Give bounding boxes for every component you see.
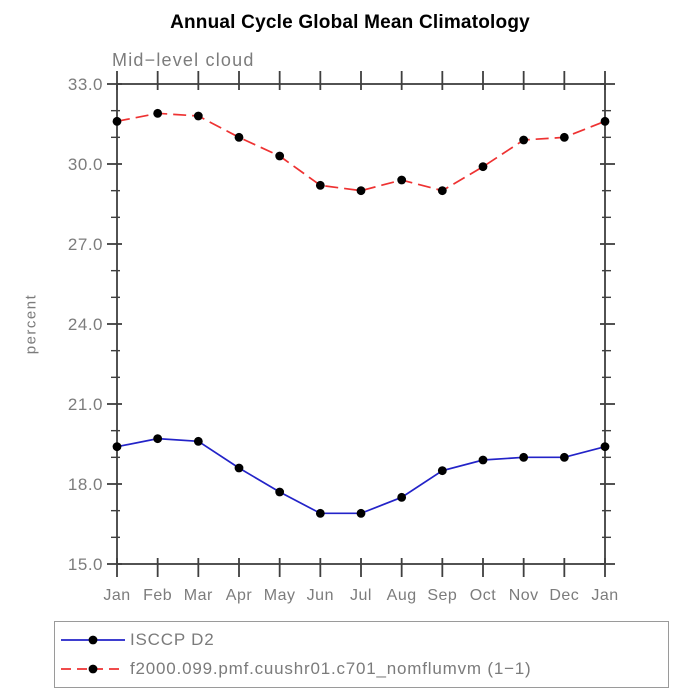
y-tick-label: 21.0 [68, 395, 103, 414]
chart-title: Annual Cycle Global Mean Climatology [170, 12, 530, 33]
data-point-marker [437, 466, 447, 476]
x-tick-label: Apr [226, 587, 253, 604]
plot-frame [116, 83, 606, 565]
series-line-0 [116, 437, 606, 515]
x-tick-label: Aug [387, 587, 417, 604]
legend-swatch-dashed-line-icon [61, 664, 125, 674]
x-tick-label: Sep [427, 587, 457, 604]
x-tick-label: Mar [184, 587, 213, 604]
data-point-marker [559, 452, 569, 462]
series-line-1 [116, 112, 606, 192]
legend-item-model: f2000.099.pmf.cuushr01.c701_nomflumvm (1… [58, 658, 668, 680]
data-point-marker [519, 452, 529, 462]
legend-swatch-solid-line-icon [61, 635, 125, 645]
legend-label-isccp: ISCCP D2 [130, 630, 215, 649]
data-point-marker [600, 442, 610, 452]
data-point-marker [234, 132, 244, 142]
x-tick-label: Nov [509, 587, 539, 604]
data-point-marker [397, 175, 407, 185]
data-point-marker [193, 436, 203, 446]
data-point-marker [356, 508, 366, 518]
x-tick-label: Jul [350, 587, 372, 604]
y-tick-label: 15.0 [68, 555, 103, 574]
legend-box: ISCCP D2 f2000.099.pmf.cuushr01.c701_nom… [54, 621, 669, 688]
data-point-marker [478, 162, 488, 172]
x-tick-label: Feb [143, 587, 172, 604]
data-point-marker [112, 442, 122, 452]
x-tick-label: May [264, 587, 296, 604]
x-tick-label: Oct [470, 587, 496, 604]
x-tick-label: Jan [591, 587, 618, 604]
data-point-marker [275, 487, 285, 497]
data-point-marker [356, 186, 366, 196]
y-tick-label: 18.0 [68, 475, 103, 494]
x-tick-label: Jan [103, 587, 130, 604]
data-point-marker [559, 132, 569, 142]
data-point-marker [519, 135, 529, 145]
y-tick-label: 33.0 [68, 75, 103, 94]
y-tick-label: 30.0 [68, 155, 103, 174]
chart-subtitle: Mid−level cloud [112, 50, 255, 70]
data-point-marker [600, 116, 610, 126]
data-point-marker [478, 455, 488, 465]
data-point-marker [193, 111, 203, 121]
legend-item-isccp: ISCCP D2 [58, 629, 668, 651]
data-point-marker [315, 180, 325, 190]
data-point-marker [315, 508, 325, 518]
y-tick-label: 27.0 [68, 235, 103, 254]
data-point-marker [275, 151, 285, 161]
y-tick-label: 24.0 [68, 315, 103, 334]
data-point-marker [153, 434, 163, 444]
x-tick-label: Jun [307, 587, 334, 604]
legend-label-model: f2000.099.pmf.cuushr01.c701_nomflumvm (1… [130, 659, 532, 678]
data-point-marker [234, 463, 244, 473]
data-point-marker [397, 492, 407, 502]
data-point-marker [153, 108, 163, 118]
data-point-marker [112, 116, 122, 126]
y-axis-title: percent [22, 293, 40, 355]
data-point-marker [437, 186, 447, 196]
x-tick-label: Dec [549, 587, 579, 604]
